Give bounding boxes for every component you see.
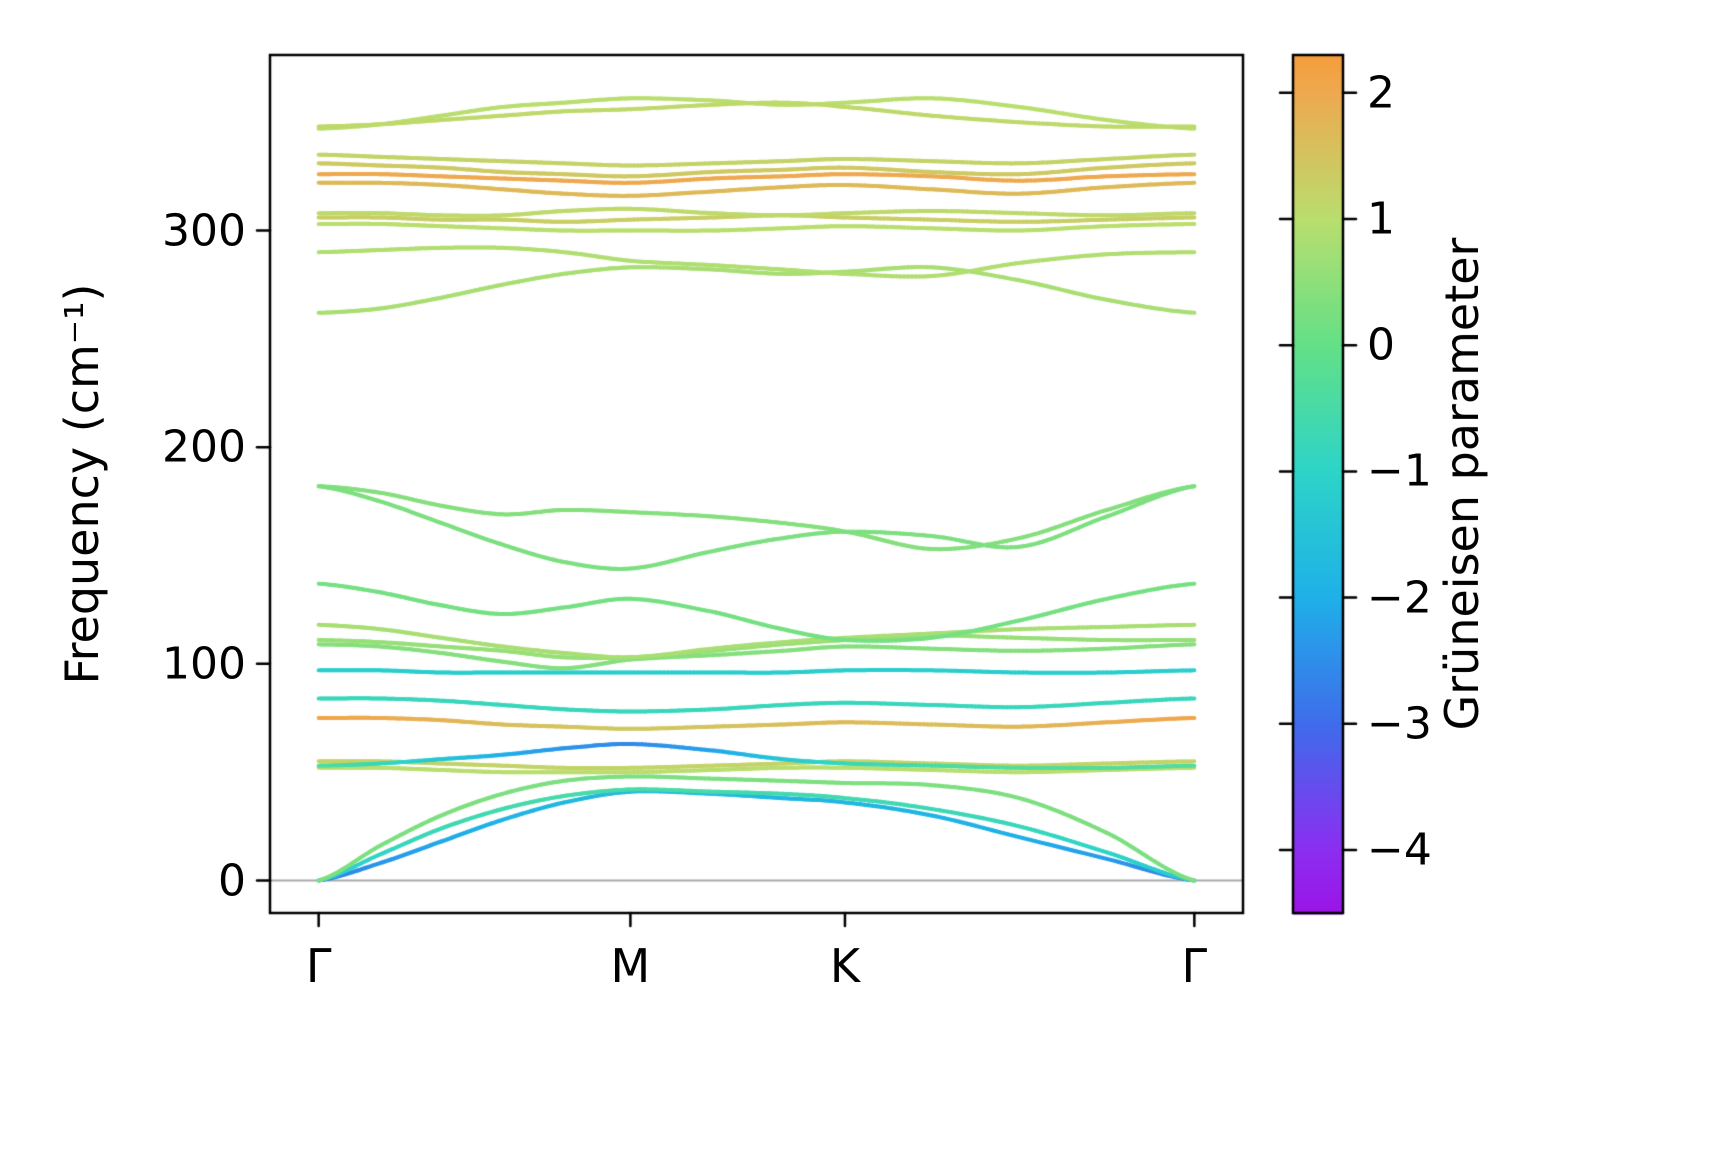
y-tick-label: 200 — [162, 421, 246, 473]
x-tick-label: M — [610, 939, 651, 993]
colorbar-label: Grüneisen parameter — [1435, 237, 1489, 731]
y-tick-label: 100 — [162, 638, 246, 690]
y-axis-label: Frequency (cm⁻¹) — [55, 283, 109, 685]
colorbar-tick-label: −1 — [1367, 445, 1432, 497]
colorbar-tick-label: −4 — [1367, 824, 1432, 876]
colorbar-tick-label: −2 — [1367, 572, 1432, 624]
colorbar-tick-label: −3 — [1367, 698, 1432, 750]
x-tick-label: Γ — [305, 939, 332, 993]
colorbar-tick-label: 1 — [1367, 193, 1395, 245]
colorbar-tick-label: 2 — [1367, 67, 1395, 119]
colorbar-tick-label: 0 — [1367, 319, 1395, 371]
y-tick-label: 300 — [162, 205, 246, 256]
x-tick-label: K — [829, 939, 861, 993]
y-tick-label: 0 — [218, 855, 246, 906]
x-tick-label: Γ — [1181, 939, 1208, 993]
